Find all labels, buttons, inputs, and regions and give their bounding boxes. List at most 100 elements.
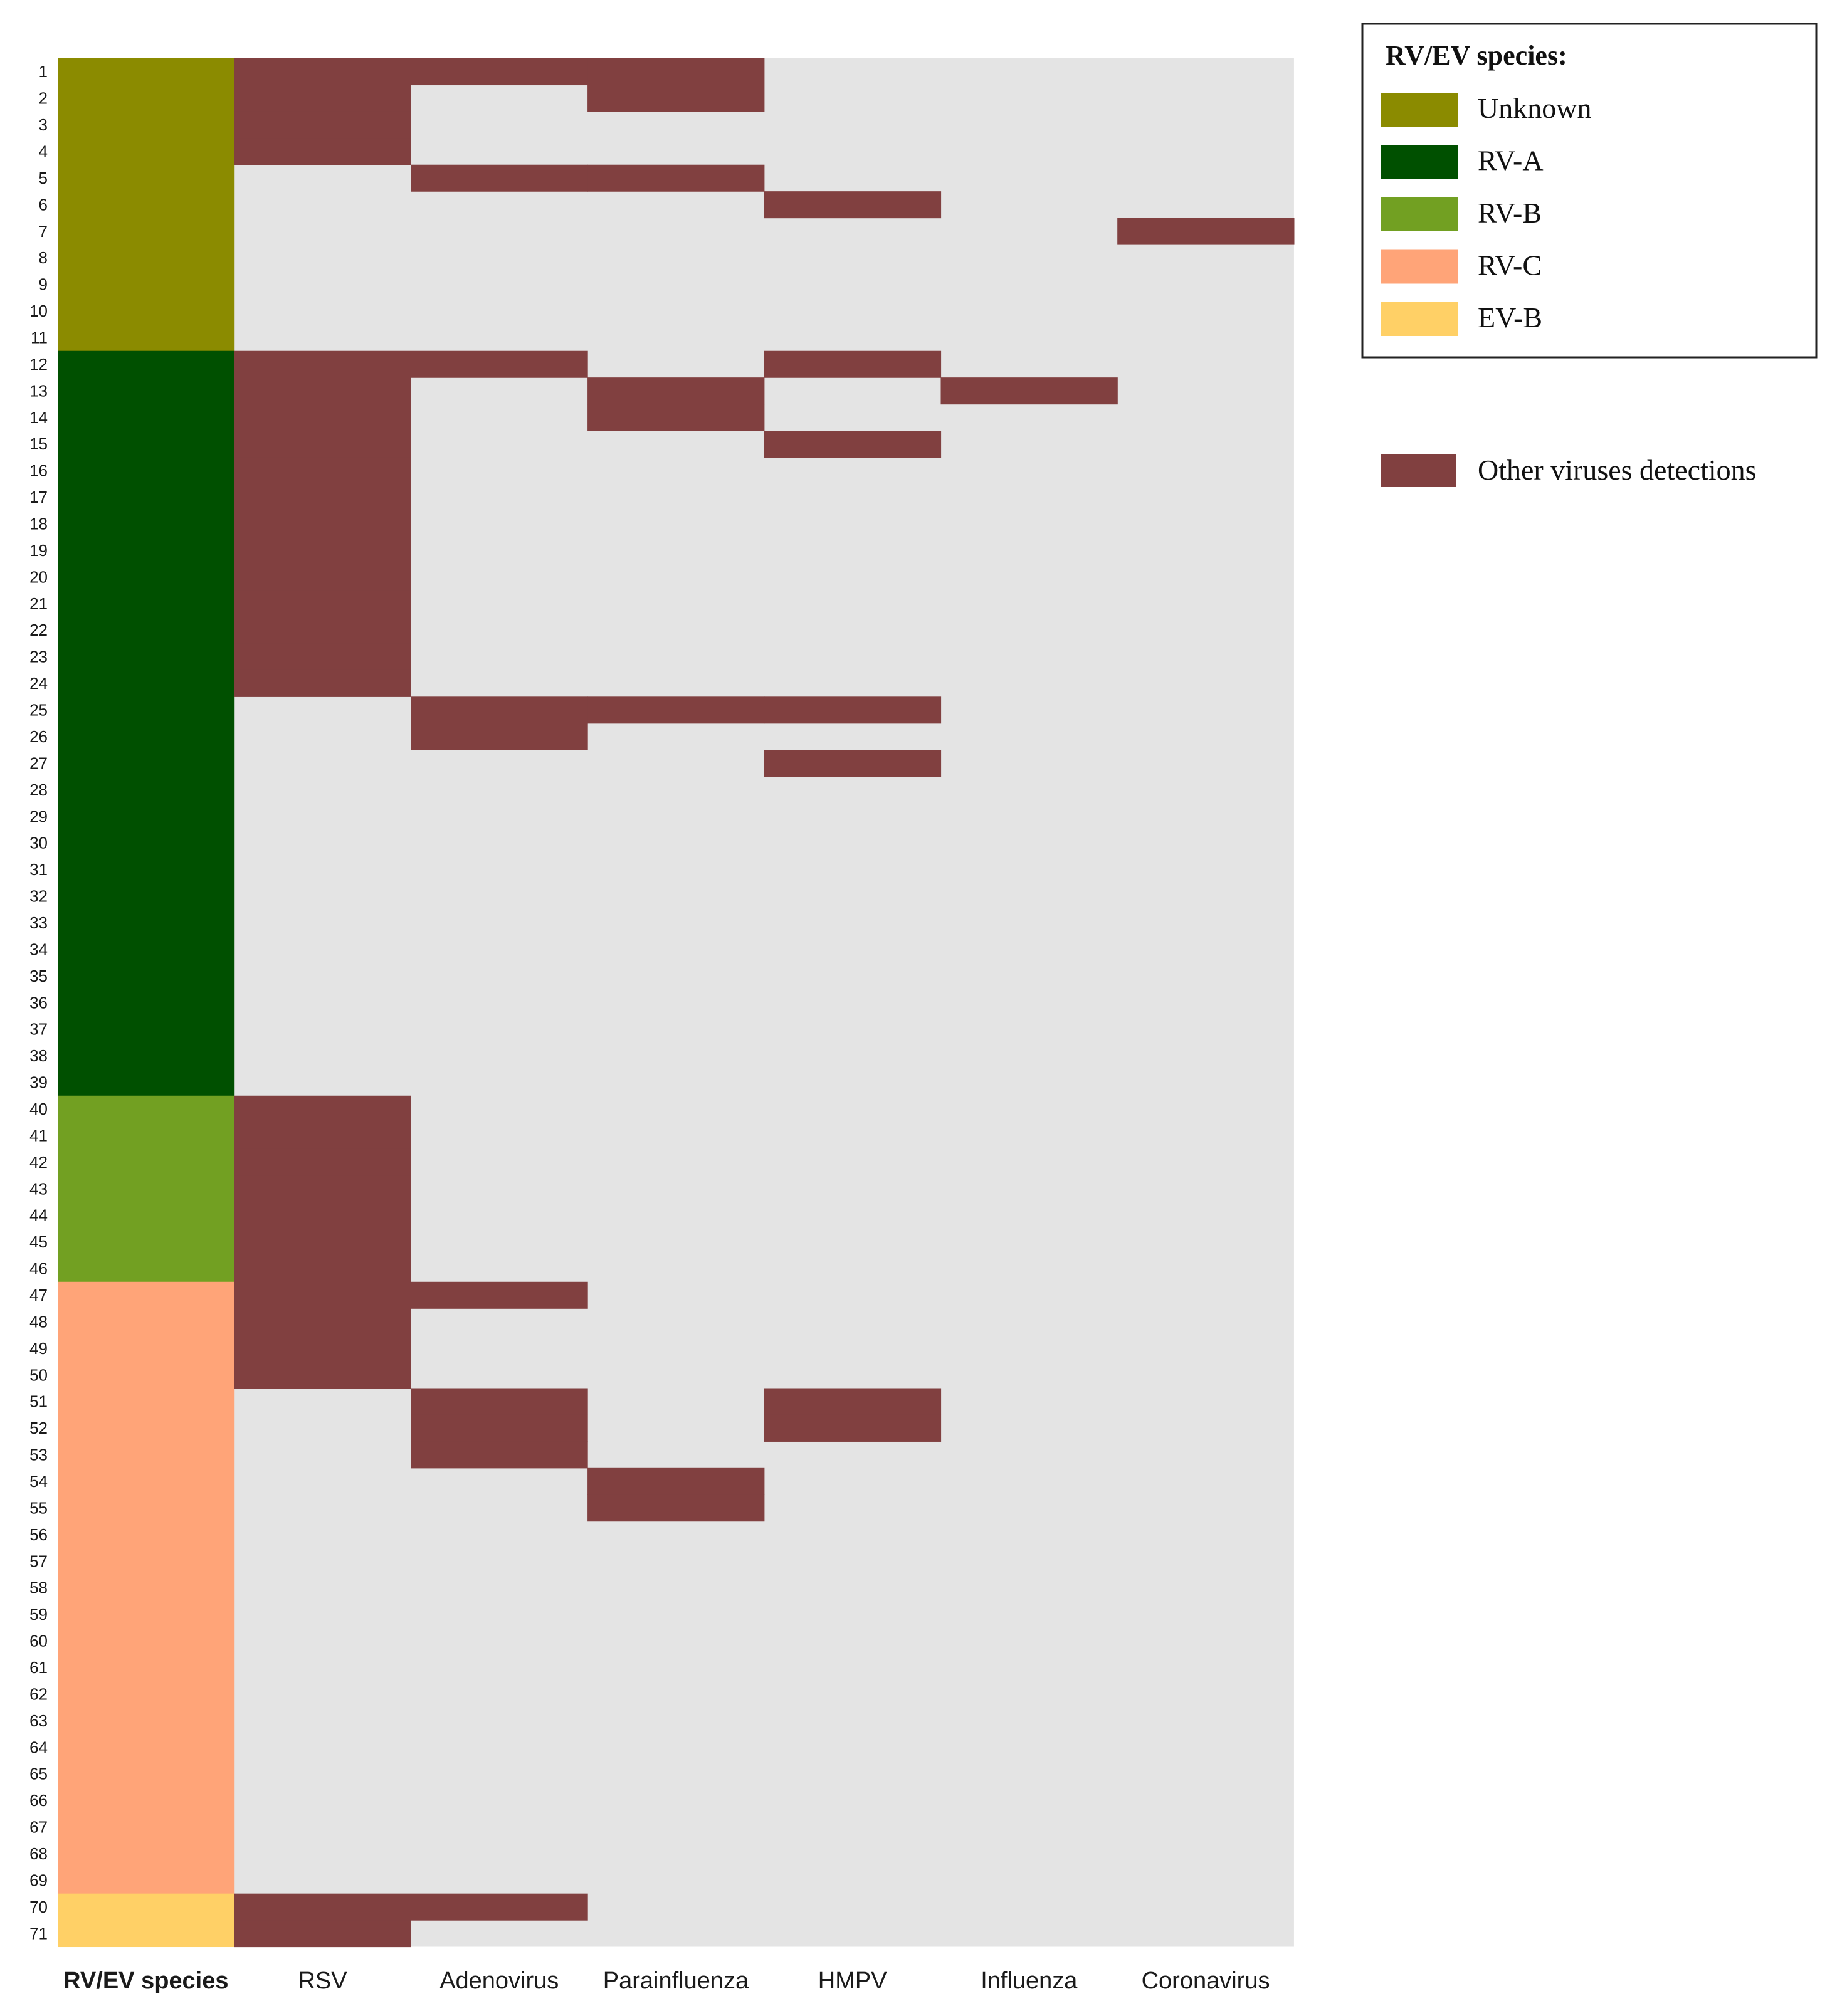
row-label-39: 39	[29, 1073, 48, 1092]
row-label-28: 28	[29, 780, 48, 799]
detection-cell-adenovirus-25	[411, 696, 588, 724]
row-label-17: 17	[29, 488, 48, 507]
row-label-68: 68	[29, 1844, 48, 1863]
legend-label-rv-a: RV-A	[1478, 145, 1544, 177]
detection-cell-rsv-40	[234, 1095, 411, 1123]
detection-cell-parainfluenza-1	[587, 58, 765, 86]
row-label-26: 26	[29, 727, 48, 746]
detection-cell-rsv-45	[234, 1228, 411, 1256]
row-label-12: 12	[29, 355, 48, 374]
row-label-36: 36	[29, 993, 48, 1012]
legend-label-ev-b: EV-B	[1478, 302, 1542, 333]
row-label-65: 65	[29, 1765, 48, 1783]
detection-cell-rsv-22	[234, 617, 411, 644]
detection-cell-rsv-15	[234, 431, 411, 458]
detection-cell-rsv-1	[234, 58, 411, 86]
column-label-rv-ev-species: RV/EV species	[63, 1968, 228, 1994]
legend-label-other-viruses: Other viruses detections	[1478, 454, 1757, 486]
row-label-37: 37	[29, 1020, 48, 1039]
row-label-32: 32	[29, 887, 48, 906]
detection-cell-parainfluenza-5	[587, 164, 765, 192]
legend-label-unknown: Unknown	[1478, 92, 1591, 124]
row-label-48: 48	[29, 1312, 48, 1331]
detection-cell-hmpv-25	[764, 696, 942, 724]
row-label-66: 66	[29, 1791, 48, 1810]
detection-cell-rsv-23	[234, 643, 411, 671]
row-label-34: 34	[29, 940, 48, 958]
row-label-61: 61	[29, 1658, 48, 1677]
detection-cell-parainfluenza-25	[587, 696, 765, 724]
detection-cell-hmpv-52	[764, 1414, 942, 1442]
column-labels: RV/EV species RSV Adenovirus Parainfluenza H…	[63, 1968, 1270, 1994]
detection-cell-rsv-46	[234, 1255, 411, 1283]
row-label-11: 11	[31, 328, 48, 347]
row-label-62: 62	[29, 1684, 48, 1703]
detection-cell-adenovirus-70	[411, 1893, 588, 1921]
row-label-20: 20	[29, 567, 48, 586]
detection-cell-rsv-47	[234, 1281, 411, 1309]
detection-cell-hmpv-6	[764, 191, 942, 219]
row-label-71: 71	[29, 1924, 48, 1943]
detection-cell-rsv-3	[234, 111, 411, 139]
row-label-41: 41	[29, 1126, 48, 1145]
detection-cell-rsv-16	[234, 457, 411, 485]
row-label-60: 60	[29, 1632, 48, 1651]
column-label-adenovirus: Adenovirus	[439, 1968, 559, 1994]
detection-cell-rsv-19	[234, 537, 411, 564]
detection-cell-parainfluenza-54	[587, 1467, 765, 1495]
detection-cell-hmpv-12	[764, 350, 942, 378]
row-label-30: 30	[29, 834, 48, 853]
row-label-22: 22	[29, 621, 48, 639]
detection-cell-adenovirus-1	[411, 58, 588, 86]
legend-swatch-ev-b	[1381, 302, 1458, 336]
detection-cell-parainfluenza-2	[587, 85, 765, 112]
detection-cell-rsv-49	[234, 1335, 411, 1362]
detection-cell-hmpv-15	[764, 431, 942, 458]
detection-cell-hmpv-27	[764, 750, 942, 777]
legend-label-rv-b: RV-B	[1478, 197, 1542, 229]
row-label-31: 31	[29, 860, 48, 879]
detection-cell-adenovirus-52	[411, 1414, 588, 1442]
detection-cell-rsv-12	[234, 350, 411, 378]
heatmap-background	[58, 58, 1294, 1947]
detection-cell-adenovirus-26	[411, 723, 588, 750]
row-label-1: 1	[39, 62, 48, 81]
detection-cell-rsv-70	[234, 1893, 411, 1921]
legend-swatch-rv-c	[1381, 249, 1458, 284]
heatmap-cells	[58, 58, 1295, 1948]
detection-cell-rsv-24	[234, 669, 411, 697]
row-label-53: 53	[29, 1446, 48, 1464]
detection-cell-adenovirus-12	[411, 350, 588, 378]
row-label-35: 35	[29, 967, 48, 985]
row-label-43: 43	[29, 1179, 48, 1198]
legend-entries: Unknown RV-A RV-B RV-C EV-B	[1381, 92, 1591, 336]
detection-cell-rsv-21	[234, 590, 411, 617]
detection-cell-rsv-2	[234, 85, 411, 112]
column-label-parainfluenza: Parainfluenza	[603, 1968, 749, 1994]
detection-cell-rsv-42	[234, 1148, 411, 1176]
species-block-rv-b	[58, 1095, 235, 1283]
column-label-rsv: RSV	[298, 1968, 347, 1994]
row-label-57: 57	[29, 1551, 48, 1570]
row-label-9: 9	[39, 275, 48, 294]
row-label-63: 63	[29, 1711, 48, 1730]
row-label-7: 7	[39, 222, 48, 241]
row-label-42: 42	[29, 1153, 48, 1172]
detection-cell-adenovirus-47	[411, 1281, 588, 1309]
detection-cell-rsv-17	[234, 483, 411, 511]
row-label-24: 24	[29, 674, 48, 693]
row-label-38: 38	[29, 1046, 48, 1065]
row-label-6: 6	[39, 195, 48, 214]
column-label-hmpv: HMPV	[818, 1968, 887, 1994]
row-labels: 1234567891011121314151617181920212223242…	[29, 62, 48, 1943]
row-label-59: 59	[29, 1605, 48, 1624]
row-label-51: 51	[29, 1392, 48, 1411]
detection-cell-rsv-13	[234, 377, 411, 405]
detection-cell-rsv-43	[234, 1175, 411, 1203]
detection-cell-parainfluenza-14	[587, 404, 765, 431]
species-block-ev-b	[58, 1893, 235, 1948]
row-label-54: 54	[29, 1472, 48, 1491]
detection-cell-parainfluenza-55	[587, 1494, 765, 1522]
row-label-2: 2	[39, 89, 48, 108]
legend: RV/EV species: Unknown RV-A RV-B RV-C EV-B O…	[1361, 23, 1818, 487]
